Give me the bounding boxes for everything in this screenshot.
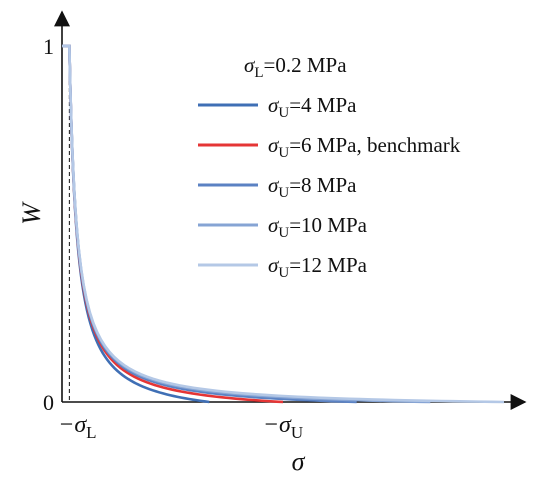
series-line-0	[62, 44, 210, 404]
legend-suffix-2: =8 MPa	[289, 173, 357, 197]
legend-sigma-l-note: σL=0.2 MPa	[244, 53, 347, 81]
y-tick-label-1: 1	[43, 34, 54, 59]
legend-suffix-3: =10 MPa	[289, 213, 367, 237]
x-tick-label-1: −σU	[263, 412, 303, 442]
y-tick-label-0: 0	[43, 390, 54, 415]
x-tick-symbol-1: −σ	[263, 412, 292, 438]
legend-label-2: σU=8 MPa	[268, 173, 357, 201]
series-line-4	[62, 44, 505, 404]
legend-label-0: σU=4 MPa	[268, 93, 357, 121]
legend-note-sub: L	[254, 65, 263, 81]
legend-label-3: σU=10 MPa	[268, 213, 368, 241]
legend-sub-0: U	[278, 105, 289, 121]
legend-note-symbol: σ	[244, 53, 256, 77]
x-tick-sub-0: L	[86, 423, 96, 442]
legend-sub-2: U	[278, 185, 289, 201]
legend-note-suffix: =0.2 MPa	[264, 53, 348, 77]
x-tick-sub-1: U	[291, 423, 303, 442]
legend-label-4: σU=12 MPa	[268, 253, 368, 281]
legend-sub-3: U	[278, 225, 289, 241]
legend-suffix-0: =4 MPa	[289, 93, 357, 117]
legend-suffix-1: =6 MPa, benchmark	[289, 133, 461, 157]
legend-symbol-3: σ	[268, 213, 280, 237]
legend-symbol-4: σ	[268, 253, 280, 277]
x-tick-label-0: −σL	[58, 412, 96, 442]
x-tick-symbol-0: −σ	[58, 412, 87, 438]
legend-sub-4: U	[278, 265, 289, 281]
legend-symbol-1: σ	[268, 133, 280, 157]
legend-suffix-4: =12 MPa	[289, 253, 367, 277]
y-axis-label: W	[17, 201, 46, 225]
x-axis-label: σ	[292, 447, 306, 476]
legend-symbol-0: σ	[268, 93, 280, 117]
plot-lines	[62, 44, 505, 404]
legend-sub-1: U	[278, 145, 289, 161]
legend-label-1: σU=6 MPa, benchmark	[268, 133, 461, 161]
legend-symbol-2: σ	[268, 173, 280, 197]
